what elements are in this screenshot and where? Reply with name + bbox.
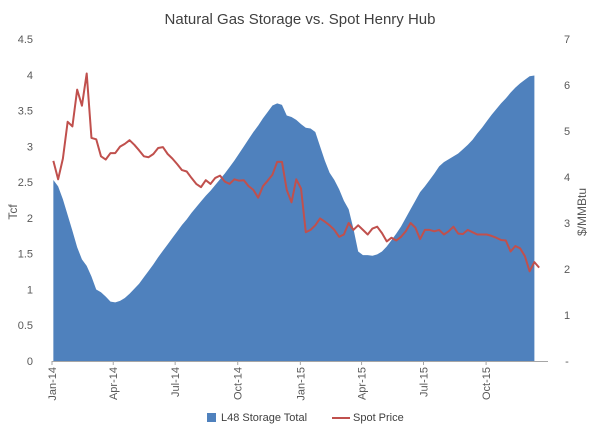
y-right-tick-label: - bbox=[565, 356, 569, 368]
axis-layer: 0 0.5 1 1.5 2 2.5 3 3.5 4 4.5 - 1 2 3 4 5 6 7 Jan-14 Apr-14… bbox=[18, 34, 570, 401]
y-left-axis-label: Tcf bbox=[6, 204, 20, 220]
y-left-tick-label: 1.5 bbox=[18, 249, 33, 261]
x-tick-label: Jan-15 bbox=[295, 367, 307, 401]
y-right-tick-label: 3 bbox=[564, 218, 570, 230]
x-tick-label: Jul-15 bbox=[419, 367, 431, 397]
y-left-tick-label: 0 bbox=[27, 356, 33, 368]
y-left-tick-label: 3 bbox=[27, 141, 33, 153]
legend-label-price: Spot Price bbox=[353, 412, 404, 424]
y-left-tick-label: 1 bbox=[27, 284, 33, 296]
area-layer bbox=[53, 75, 535, 362]
price-line bbox=[52, 72, 540, 273]
y-right-tick-label: 7 bbox=[564, 34, 570, 46]
line-layer bbox=[52, 72, 540, 273]
x-tick-label: Apr-14 bbox=[108, 367, 120, 400]
x-tick-label: Jul-14 bbox=[170, 367, 182, 397]
legend-swatch-storage bbox=[207, 413, 216, 422]
y-left-tick-label: 2.5 bbox=[18, 177, 33, 189]
y-right-tick-label: 6 bbox=[564, 80, 570, 92]
x-tick-label: Oct-15 bbox=[481, 367, 493, 400]
y-right-axis-label: $/MMBtu bbox=[575, 188, 589, 236]
chart-title: Natural Gas Storage vs. Spot Henry Hub bbox=[165, 11, 436, 28]
legend-label-storage: L48 Storage Total bbox=[221, 412, 307, 424]
y-left-tick-label: 3.5 bbox=[18, 106, 33, 118]
y-right-tick-label: 2 bbox=[564, 264, 570, 276]
x-tick-label: Jan-14 bbox=[47, 367, 59, 401]
y-right-tick-label: 1 bbox=[564, 310, 570, 322]
y-left-tick-label: 2 bbox=[27, 213, 33, 225]
y-left-tick-label: 0.5 bbox=[18, 320, 33, 332]
y-left-tick-label: 4 bbox=[27, 70, 33, 82]
y-right-tick-label: 4 bbox=[564, 172, 570, 184]
y-left-tick-label: 4.5 bbox=[18, 34, 33, 46]
x-tick-label: Oct-14 bbox=[233, 367, 245, 400]
x-tick-label: Apr-15 bbox=[357, 367, 369, 400]
y-right-tick-label: 5 bbox=[564, 126, 570, 138]
storage-area bbox=[53, 75, 535, 362]
legend: L48 Storage Total Spot Price bbox=[207, 412, 404, 424]
